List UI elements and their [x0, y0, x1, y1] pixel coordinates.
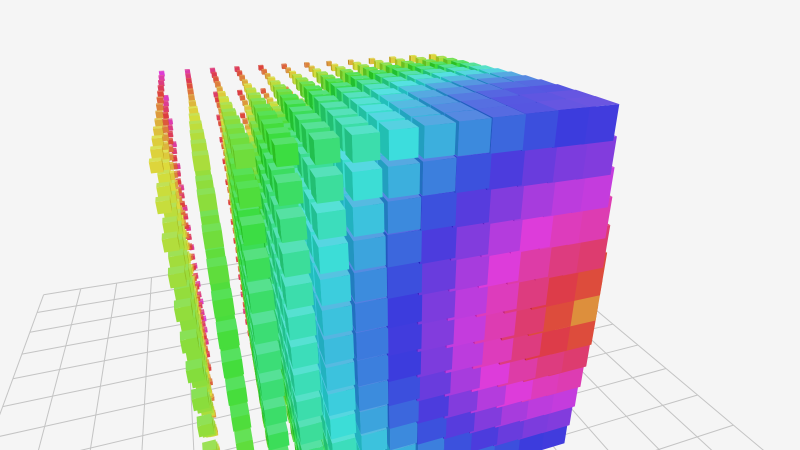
- cube-wave-render: [0, 53, 764, 450]
